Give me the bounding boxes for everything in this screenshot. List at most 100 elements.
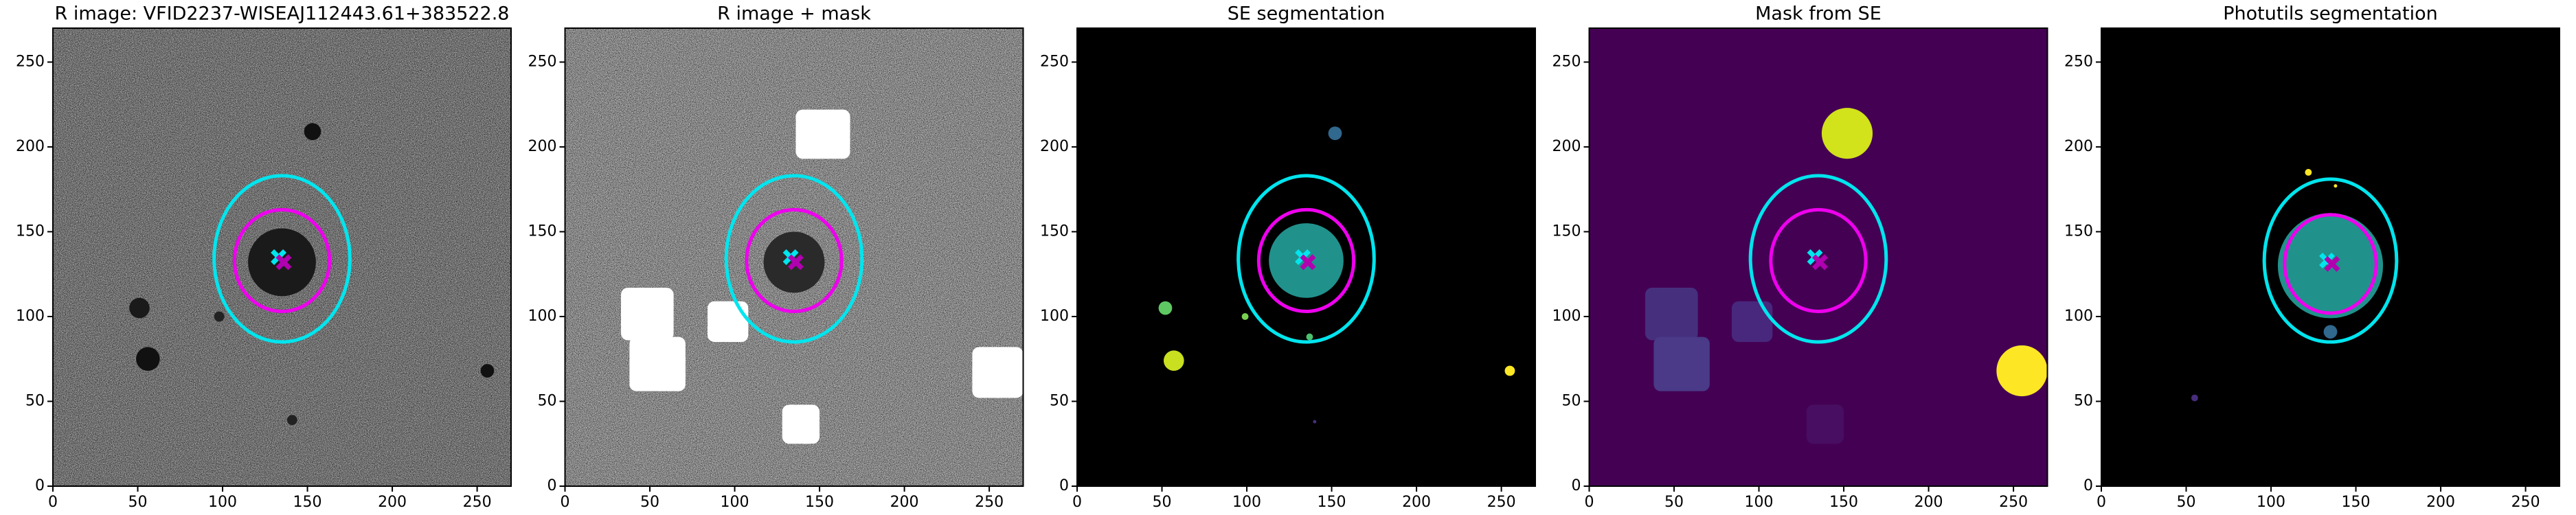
y-tick-label: 250 — [528, 53, 557, 70]
y-tick-label: 250 — [1552, 53, 1581, 70]
y-tick-label: 150 — [1552, 222, 1581, 240]
region — [1732, 301, 1773, 343]
region — [621, 287, 674, 341]
region — [1821, 108, 1873, 159]
y-tick-label: 0 — [1572, 477, 1581, 494]
x-tick-label: 50 — [128, 494, 148, 511]
x-tick-label: 0 — [1072, 494, 1082, 511]
x-tick-label: 150 — [293, 494, 322, 511]
y-tick-label: 0 — [2083, 477, 2093, 494]
marker — [2324, 255, 2340, 272]
region — [136, 347, 160, 371]
aperture — [2283, 213, 2378, 315]
panel-title: Mask from SE — [1755, 3, 1882, 25]
panel: Mask from SE 0 50 100 150 200 250 0 50 100 150 200 2… — [1552, 3, 2048, 511]
image — [1589, 28, 2048, 486]
x-tick-label: 0 — [1585, 494, 1594, 511]
panel: SE segmentation 0 50 100 150 200 250 0 50 100 150 2… — [1040, 3, 1536, 511]
region — [1996, 345, 2048, 397]
y-tick-label: 200 — [528, 138, 557, 155]
y-tick-label: 100 — [2064, 308, 2093, 325]
y-tick-label: 50 — [1562, 392, 1581, 409]
marker — [275, 254, 292, 271]
y-tick-label: 250 — [16, 53, 45, 70]
marker — [1811, 254, 1828, 271]
region — [286, 415, 297, 426]
image — [1077, 28, 1535, 486]
region — [214, 311, 225, 322]
x-tick-label: 150 — [1829, 494, 1858, 511]
region — [304, 123, 321, 141]
image — [53, 28, 511, 486]
y-tick-label: 250 — [1040, 53, 1069, 70]
x-tick-label: 0 — [2097, 494, 2106, 511]
x-tick-label: 250 — [1999, 494, 2028, 511]
region — [2191, 394, 2198, 402]
region — [1653, 336, 1710, 391]
aperture — [745, 207, 844, 314]
x-tick-label: 250 — [463, 494, 492, 511]
x-tick-label: 100 — [1745, 494, 1774, 511]
y-tick-label: 200 — [16, 138, 45, 155]
marker — [787, 254, 804, 271]
aperture — [1769, 207, 1868, 314]
panel-title: R image + mask — [717, 3, 871, 25]
y-tick-label: 150 — [16, 222, 45, 240]
y-tick-label: 0 — [547, 477, 557, 494]
x-tick-label: 200 — [1914, 494, 1943, 511]
x-tick-label: 250 — [975, 494, 1004, 511]
y-tick-label: 200 — [1552, 138, 1581, 155]
aperture — [232, 207, 332, 314]
region — [2323, 325, 2338, 339]
aperture — [2262, 177, 2399, 344]
y-tick-label: 100 — [1040, 308, 1069, 325]
y-tick-label: 0 — [35, 477, 45, 494]
region — [1241, 313, 1249, 320]
y-tick-label: 250 — [2064, 53, 2093, 70]
axes-frame — [564, 27, 1024, 487]
marker — [1300, 254, 1316, 271]
y-tick-label: 150 — [2064, 222, 2093, 240]
x-tick-label: 100 — [721, 494, 749, 511]
x-tick-label: 200 — [378, 494, 407, 511]
region — [1313, 420, 1317, 424]
y-tick-label: 0 — [1059, 477, 1069, 494]
panel-title: R image: VFID2237-WISEAJ112443.61+383522… — [55, 3, 510, 25]
axes-frame — [1076, 27, 1536, 487]
x-tick-label: 200 — [1402, 494, 1431, 511]
y-tick-label: 100 — [16, 308, 45, 325]
x-tick-label: 0 — [48, 494, 58, 511]
region — [972, 347, 1024, 398]
x-tick-label: 50 — [640, 494, 659, 511]
aperture — [724, 174, 864, 344]
image — [565, 28, 1024, 486]
axes-frame — [1588, 27, 2048, 487]
x-tick-label: 100 — [2257, 494, 2285, 511]
panel: Photutils segmentation 0 50 100 150 200 250 0 50… — [2064, 3, 2560, 511]
image — [2101, 28, 2560, 486]
region — [1645, 287, 1698, 341]
aperture — [1748, 174, 1888, 344]
x-tick-label: 250 — [1487, 494, 1516, 511]
region — [2334, 184, 2338, 188]
y-tick-label: 50 — [1050, 392, 1069, 409]
region — [1306, 333, 1313, 341]
aperture — [1256, 207, 1356, 314]
x-tick-label: 50 — [2177, 494, 2196, 511]
y-tick-label: 100 — [1552, 308, 1581, 325]
region — [1158, 301, 1173, 315]
region — [1806, 404, 1844, 444]
panel: R image + mask 0 50 100 150 200 250 0 50 100 150 20… — [528, 3, 1024, 511]
axes-frame — [52, 27, 512, 487]
region — [2305, 169, 2312, 176]
y-tick-label: 150 — [1040, 222, 1069, 240]
y-tick-label: 100 — [528, 308, 557, 325]
y-tick-label: 200 — [2064, 138, 2093, 155]
x-tick-label: 100 — [208, 494, 237, 511]
x-tick-label: 50 — [1153, 494, 1172, 511]
region — [1328, 126, 1342, 141]
aperture — [212, 174, 352, 344]
x-tick-label: 100 — [1232, 494, 1261, 511]
x-tick-label: 200 — [890, 494, 919, 511]
